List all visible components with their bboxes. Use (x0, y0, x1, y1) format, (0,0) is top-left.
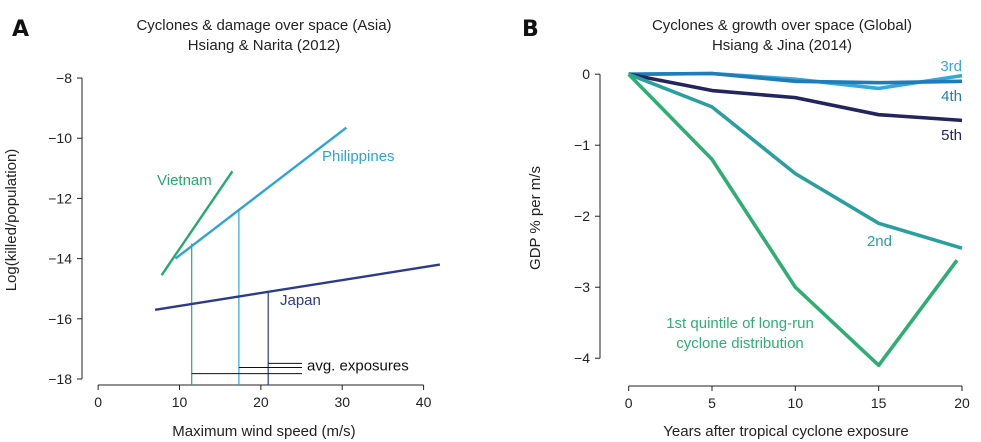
panel-b-x-tick-label: 15 (871, 395, 887, 411)
panel-b-y-tick-label: −2 (574, 208, 590, 224)
panel-b: B Cyclones & growth over space (Global) … (522, 17, 970, 440)
panel-a-x-tick-label: 20 (253, 394, 269, 410)
panel-b-label-5th: 5th (941, 127, 962, 144)
panel-a-series (154, 126, 441, 311)
panel-a-series-philippines (174, 126, 348, 260)
panel-b-subtitle: Hsiang & Jina (2014) (712, 37, 852, 54)
panel-b-xlabel: Years after tropical cyclone exposure (663, 423, 908, 440)
panel-b-ylabel: GDP % per m/s (527, 166, 544, 270)
panel-a-xlabel: Maximum wind speed (m/s) (172, 423, 355, 440)
panel-b-axes: 0 −1 −2 −3 −4 0 5 10 15 20 (574, 66, 970, 411)
panel-a-x-tick-label: 10 (172, 394, 188, 410)
panel-b-x-tick-label: 10 (788, 395, 804, 411)
panel-a-series-japan (154, 263, 441, 311)
panel-a-y-tick-label: −10 (48, 130, 72, 146)
panel-b-label-3rd: 3rd (940, 58, 962, 75)
panel-b-label-4th: 4th (941, 88, 962, 105)
panel-b-title: Cyclones & growth over space (Global) (652, 17, 912, 34)
panel-b-y-tick-label: 0 (582, 66, 590, 82)
panel-b-series-4th (628, 71, 963, 85)
panel-b-x-tick-label: 20 (954, 395, 970, 411)
panel-a-exposure-label: avg. exposures (307, 357, 409, 374)
panel-a-exposures: avg. exposures (191, 210, 409, 385)
panel-a-axes: −8 −10 −12 −14 −16 −18 0 10 20 30 40 (48, 70, 431, 410)
panel-a-letter: A (12, 17, 29, 42)
panel-a-x-tick-label: 30 (334, 394, 350, 410)
panel-a-y-tick-label: −14 (48, 251, 72, 267)
panel-a-title: Cyclones & damage over space (Asia) (136, 17, 391, 34)
panel-a: A Cyclones & damage over space (Asia) Hs… (3, 17, 441, 440)
panel-a-y-tick-label: −12 (48, 190, 72, 206)
panel-a-y-tick-label: −16 (48, 311, 72, 327)
panel-a-x-tick-label: 0 (94, 394, 102, 410)
panel-a-x-tick-label: 40 (416, 394, 432, 410)
panel-b-series (627, 71, 963, 368)
panel-b-label-1st-quintile-of-long-run: 1st quintile of long-run cyclone distribu… (666, 315, 814, 352)
panel-a-series-labels: Vietnam Philippines Japan (157, 148, 395, 309)
panel-b-y-tick-label: −4 (574, 350, 590, 366)
panel-b-series-labels: 3rd 4th 5th 2nd 1st quintile of long-run cycl… (666, 58, 962, 352)
panel-b-x-tick-label: 5 (708, 395, 716, 411)
panel-a-subtitle: Hsiang & Narita (2012) (188, 37, 341, 54)
panel-a-y-tick-label: −8 (56, 70, 72, 86)
panel-b-x-tick-label: 0 (625, 395, 633, 411)
panel-b-label-2nd: 2nd (867, 233, 892, 250)
panel-a-label-vietnam: Vietnam (157, 172, 212, 189)
panel-a-label-japan: Japan (280, 292, 321, 309)
panel-b-letter: B (522, 17, 539, 42)
panel-b-y-tick-label: −3 (574, 279, 590, 295)
panel-b-y-tick-label: −1 (574, 137, 590, 153)
panel-a-label-philippines: Philippines (322, 148, 395, 165)
panel-b-series-2nd (628, 72, 963, 250)
panel-a-ylabel: Log(killed/population) (3, 149, 20, 292)
panel-b-series-5th (628, 72, 963, 123)
panel-a-series-vietnam (160, 170, 234, 276)
panel-a-y-tick-label: −18 (48, 371, 72, 387)
panel-b-series-1st-quintile-of-long-run (627, 72, 959, 368)
